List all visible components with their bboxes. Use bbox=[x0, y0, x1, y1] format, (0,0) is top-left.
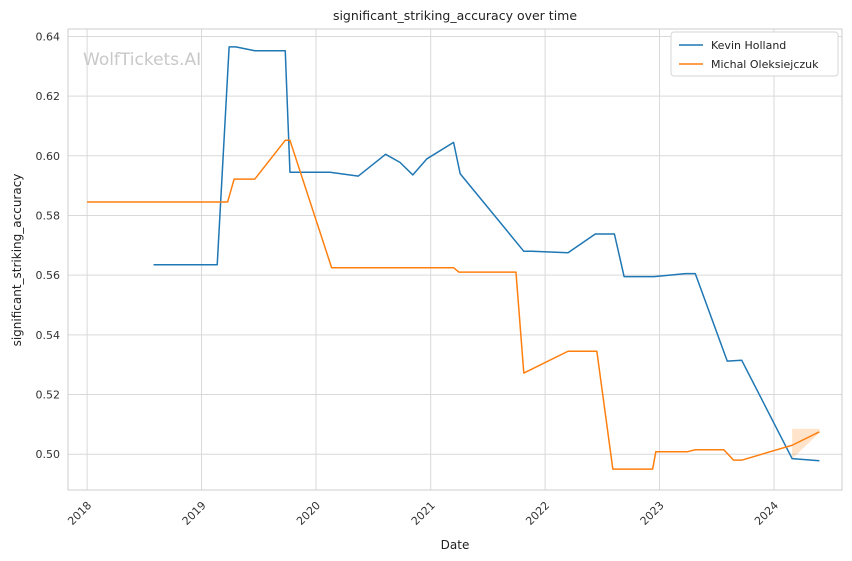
legend-label-michal-oleksiejczuk: Michal Oleksiejczuk bbox=[711, 58, 819, 71]
y-tick-label: 0.62 bbox=[36, 90, 61, 103]
confidence-band-michal-oleksiejczuk bbox=[792, 428, 820, 459]
y-tick-label: 0.50 bbox=[36, 448, 61, 461]
x-axis-label: Date bbox=[441, 538, 470, 552]
legend-box bbox=[670, 31, 839, 77]
y-tick-labels: 0.50 0.52 0.54 0.56 0.58 0.60 0.62 0.64 bbox=[36, 30, 61, 461]
series-layer bbox=[87, 46, 820, 470]
y-gridlines bbox=[68, 35, 842, 455]
watermark: WolfTickets.AI bbox=[83, 50, 201, 70]
chart-title: significant_striking_accuracy over time bbox=[333, 8, 577, 23]
y-tick-label: 0.60 bbox=[36, 150, 61, 163]
plot-frame bbox=[67, 28, 843, 491]
series-line-kevin-holland bbox=[153, 46, 820, 462]
y-tick-label: 0.52 bbox=[36, 389, 61, 402]
y-tick-label: 0.54 bbox=[36, 329, 61, 342]
legend-label-kevin-holland: Kevin Holland bbox=[711, 39, 786, 52]
y-tick-label: 0.58 bbox=[36, 209, 61, 222]
y-axis-label: significant_striking_accuracy bbox=[10, 174, 24, 347]
y-tick-label: 0.64 bbox=[36, 30, 61, 43]
x-gridlines bbox=[86, 29, 775, 490]
legend: Kevin Holland Michal Oleksiejczuk bbox=[670, 31, 839, 77]
plot-area: WolfTickets.AI bbox=[67, 28, 843, 491]
plot-background bbox=[68, 29, 842, 490]
series-line-michal-oleksiejczuk bbox=[87, 139, 820, 470]
y-tick-label: 0.56 bbox=[36, 269, 61, 282]
